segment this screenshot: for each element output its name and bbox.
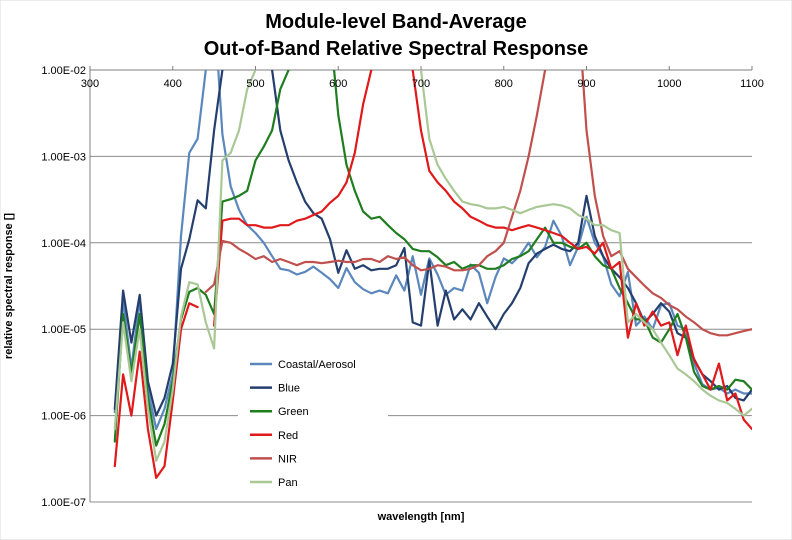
x-tick-label: 300: [81, 78, 99, 90]
y-axis-label: relative spectral response []: [3, 213, 15, 359]
y-tick-label: 1.00E-04: [41, 238, 86, 250]
y-tick-label: 1.00E-05: [41, 324, 86, 336]
legend-box: [238, 348, 388, 496]
y-tick-label: 1.00E-07: [41, 497, 86, 509]
x-tick-label: 700: [412, 78, 430, 90]
y-tick-label: 1.00E-06: [41, 411, 86, 423]
x-tick-label: 500: [246, 78, 264, 90]
chart-title-line-2: Out-of-Band Relative Spectral Response: [204, 38, 589, 60]
x-tick-label: 600: [329, 78, 347, 90]
legend-label: Coastal/Aerosol: [278, 359, 356, 371]
legend-label: Blue: [278, 383, 300, 395]
x-tick-label: 800: [495, 78, 513, 90]
x-tick-label: 1000: [657, 78, 681, 90]
series-line-red: [113, 70, 752, 479]
legend-label: Green: [278, 406, 309, 418]
x-tick-label: 900: [577, 78, 595, 90]
series-line-green: [113, 70, 752, 447]
x-tick-label: 1100: [740, 78, 764, 90]
y-tick-labels: 1.00E-02 1.00E-03 1.00E-04 1.00E-05 1.00E-06…: [41, 65, 86, 509]
legend-label: Pan: [278, 477, 298, 489]
x-tick-labels: 300 400 500 600 700 800 900 1000 1100: [81, 78, 764, 90]
x-axis-label: wavelength [nm]: [377, 511, 465, 523]
series-lines: [113, 70, 752, 479]
legend-label: Red: [278, 430, 298, 442]
chart-title-line-1: Module-level Band-Average: [265, 11, 527, 33]
x-tick-label: 400: [164, 78, 182, 90]
y-tick-label: 1.00E-02: [41, 65, 86, 77]
y-tick-label: 1.00E-03: [41, 151, 86, 163]
legend-label: NIR: [278, 453, 297, 465]
legend: Coastal/Aerosol Blue Green Red NIR Pan: [238, 348, 388, 496]
series-line-pan: [113, 70, 752, 462]
series-line-nir: [204, 70, 752, 337]
